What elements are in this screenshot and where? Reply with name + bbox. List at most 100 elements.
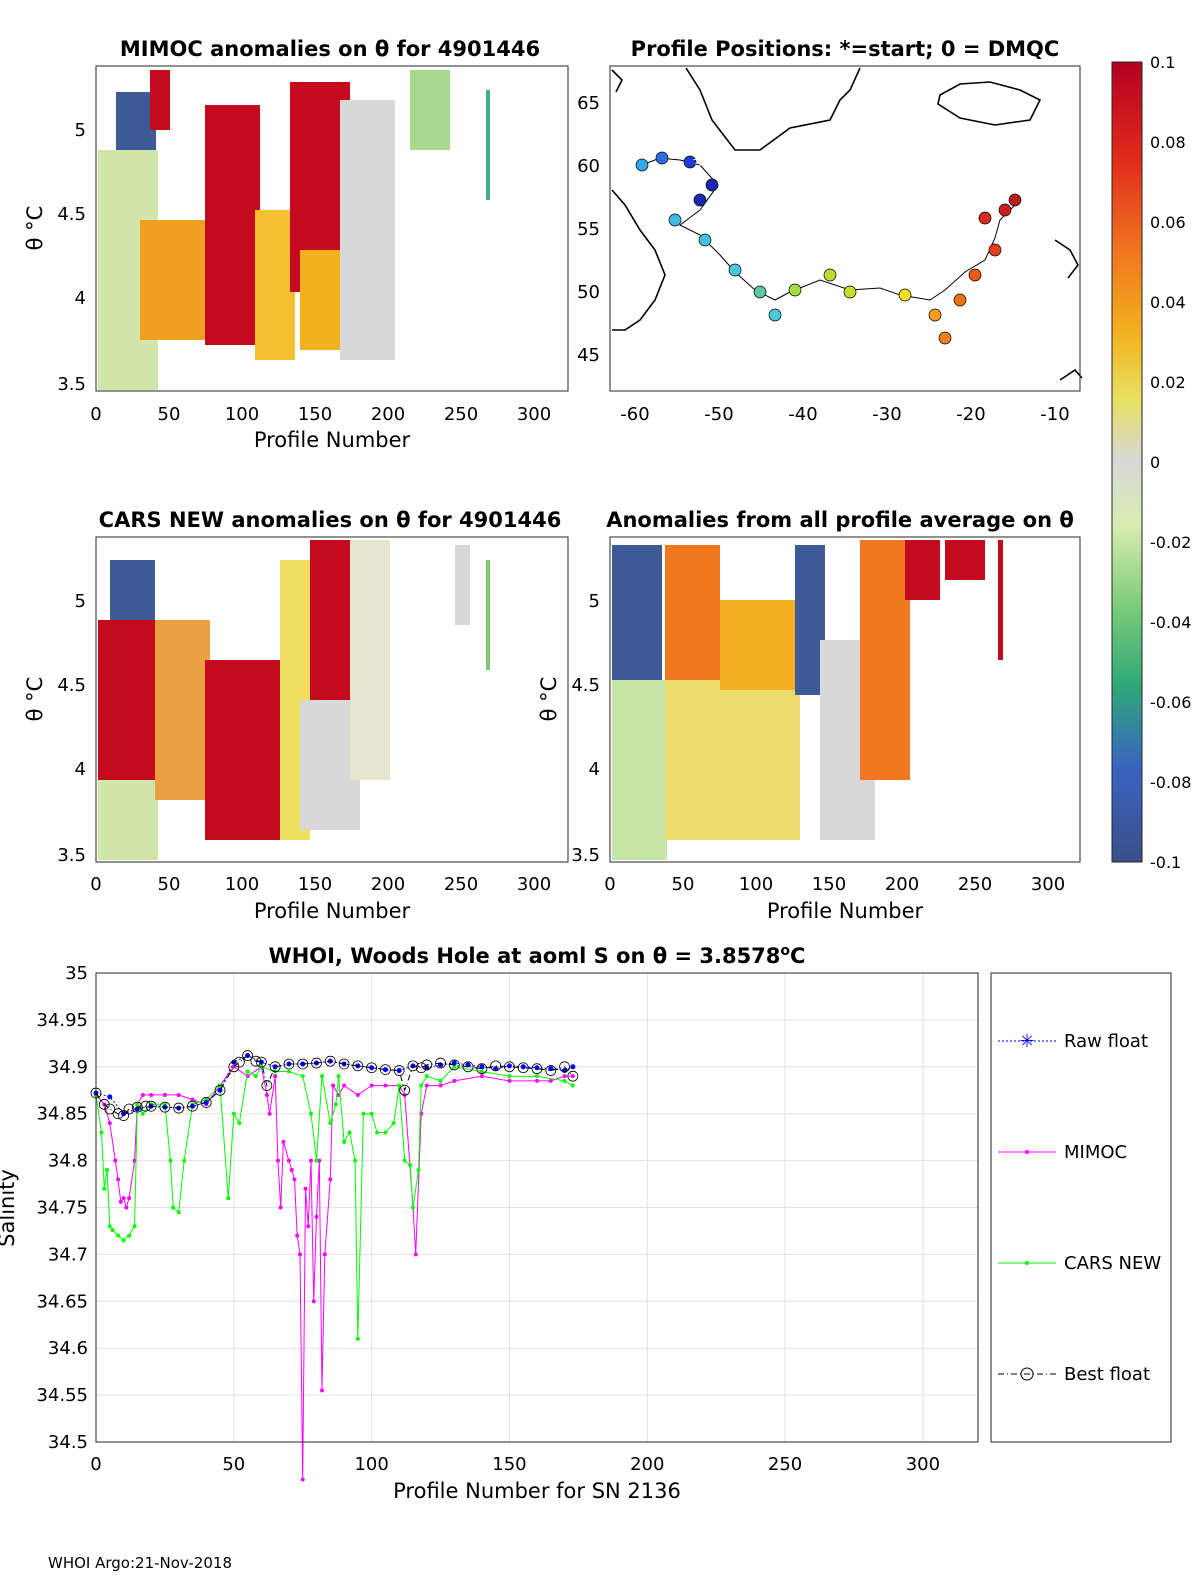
data-point-cars-new — [355, 1336, 360, 1341]
dot-marker-icon — [1025, 1261, 1029, 1265]
positions-xtick: -20 — [956, 404, 985, 425]
data-point-mimoc — [306, 1224, 311, 1229]
data-point-best-float — [173, 1102, 185, 1114]
data-point-cars-new — [424, 1074, 429, 1079]
cars-xtick: 100 — [225, 874, 259, 895]
data-point-best-float — [352, 1060, 364, 1072]
salinity-grid — [95, 972, 978, 1443]
allavg-ylabel: θ °C — [537, 677, 561, 722]
positions-ytick: 45 — [577, 345, 600, 366]
allavg-blue-patch — [612, 545, 662, 685]
data-point-raw-float — [570, 1064, 576, 1070]
data-point-cars-new — [507, 1074, 512, 1079]
allavg-orange-patch — [665, 545, 720, 685]
cars-grey-patch-2 — [350, 540, 390, 780]
data-point-best-float — [399, 1084, 411, 1096]
data-point-mimoc — [535, 1078, 539, 1083]
data-point-best-float — [269, 1061, 281, 1073]
mimoc-panel: MIMOC anomalies on θ for 4901446 3.5 4 4… — [23, 37, 569, 452]
colorbar-tick: 0.04 — [1150, 293, 1186, 312]
track-dot — [788, 283, 802, 297]
salinity-title-unit: C — [790, 944, 805, 968]
data-point-cars-new — [391, 1121, 396, 1126]
mimoc-orange-patch — [140, 220, 215, 340]
data-point-best-float — [255, 1056, 267, 1068]
cars-red-patch-3 — [310, 540, 350, 720]
data-point-cars-new — [353, 1158, 358, 1163]
data-point-best-float — [448, 1059, 460, 1071]
data-point-best-float — [131, 1101, 143, 1113]
data-point-mimoc — [562, 1074, 567, 1079]
data-point-raw-float — [479, 1064, 485, 1070]
data-point-cars-new — [308, 1111, 313, 1116]
cars-xtick: 150 — [298, 874, 332, 895]
data-point-cars-new — [300, 1074, 305, 1079]
track-dot — [728, 263, 742, 277]
data-point-best-float — [567, 1070, 579, 1082]
positions-ytick: 55 — [577, 219, 600, 240]
dot-marker-icon — [1025, 1150, 1029, 1154]
data-point-cars-new — [245, 1069, 250, 1074]
mimoc-xtick: 200 — [371, 404, 405, 425]
salinity-series — [90, 1050, 579, 1482]
allavg-ytick: 4.5 — [571, 675, 600, 696]
data-point-raw-float — [203, 1099, 209, 1105]
data-point-best-float — [421, 1059, 433, 1071]
mimoc-xtick: 0 — [90, 404, 101, 425]
data-point-best-float — [140, 1100, 152, 1112]
allavg-yellow-patch — [665, 680, 800, 840]
data-point-best-float — [118, 1110, 129, 1121]
track-dot — [843, 285, 857, 299]
salinity-xticks: 0 50 100 150 200 250 300 — [90, 1454, 940, 1475]
circle-marker-icon — [1020, 1367, 1034, 1381]
allavg-red-patch-2 — [945, 540, 985, 580]
salinity-ytick: 34.7 — [48, 1244, 88, 1265]
data-point-best-float — [415, 1062, 427, 1074]
data-point-cars-new — [333, 1102, 338, 1107]
track-dot — [953, 293, 967, 307]
colorbar-tick: -0.04 — [1150, 613, 1191, 632]
data-point-best-float — [261, 1080, 273, 1091]
data-point-best-float — [250, 1055, 262, 1067]
mimoc-grey-patch — [340, 100, 395, 360]
data-point-mimoc — [314, 1214, 319, 1219]
data-point-best-float — [435, 1057, 446, 1069]
allavg-red-patch-1 — [905, 540, 940, 600]
colorbar-tick: 0 — [1150, 453, 1160, 472]
data-point-best-float — [545, 1065, 557, 1076]
data-point-best-float — [145, 1100, 157, 1112]
cars-ytick: 3.5 — [57, 845, 86, 866]
data-point-mimoc — [149, 1092, 154, 1097]
legend-label-raw-float: Raw float — [1064, 1031, 1148, 1052]
salinity-axes — [95, 972, 979, 1443]
salinity-xtick: 0 — [90, 1454, 101, 1475]
salinity-title: WHOI, Woods Hole at aoml S on θ = 3.8578… — [269, 943, 806, 968]
data-point-cars-new — [286, 1069, 291, 1074]
coastline — [611, 67, 1083, 381]
data-point-mimoc — [303, 1186, 308, 1191]
data-point-cars-new — [452, 1064, 457, 1069]
data-point-mimoc — [369, 1083, 374, 1088]
data-point-cars-new — [361, 1111, 366, 1116]
salinity-ytick: 34.75 — [36, 1198, 88, 1219]
mimoc-ytick: 4.5 — [57, 204, 86, 225]
positions-title: Profile Positions: *=start; 0 = DMQC — [631, 37, 1060, 61]
allavg-yellow-patch-2 — [720, 600, 800, 690]
data-point-cars-new — [397, 1083, 402, 1088]
data-point-best-float — [283, 1058, 295, 1070]
allavg-yticks: 3.5 4 4.5 5 — [571, 591, 600, 866]
data-point-mimoc — [336, 1092, 341, 1097]
start-star-icon: ✳ — [692, 150, 707, 171]
data-point-mimoc — [322, 1252, 327, 1257]
data-point-cars-new — [171, 1205, 176, 1210]
data-point-cars-new — [107, 1224, 112, 1229]
data-point-cars-new — [132, 1224, 137, 1229]
data-point-mimoc — [286, 1158, 291, 1163]
data-point-cars-new — [479, 1069, 484, 1074]
salinity-ytick: 34.9 — [48, 1057, 88, 1078]
track-dot — [823, 268, 837, 282]
track-dot — [668, 213, 682, 227]
data-point-mimoc — [121, 1196, 126, 1201]
data-point-best-float — [338, 1058, 350, 1070]
cars-axes — [95, 536, 569, 863]
